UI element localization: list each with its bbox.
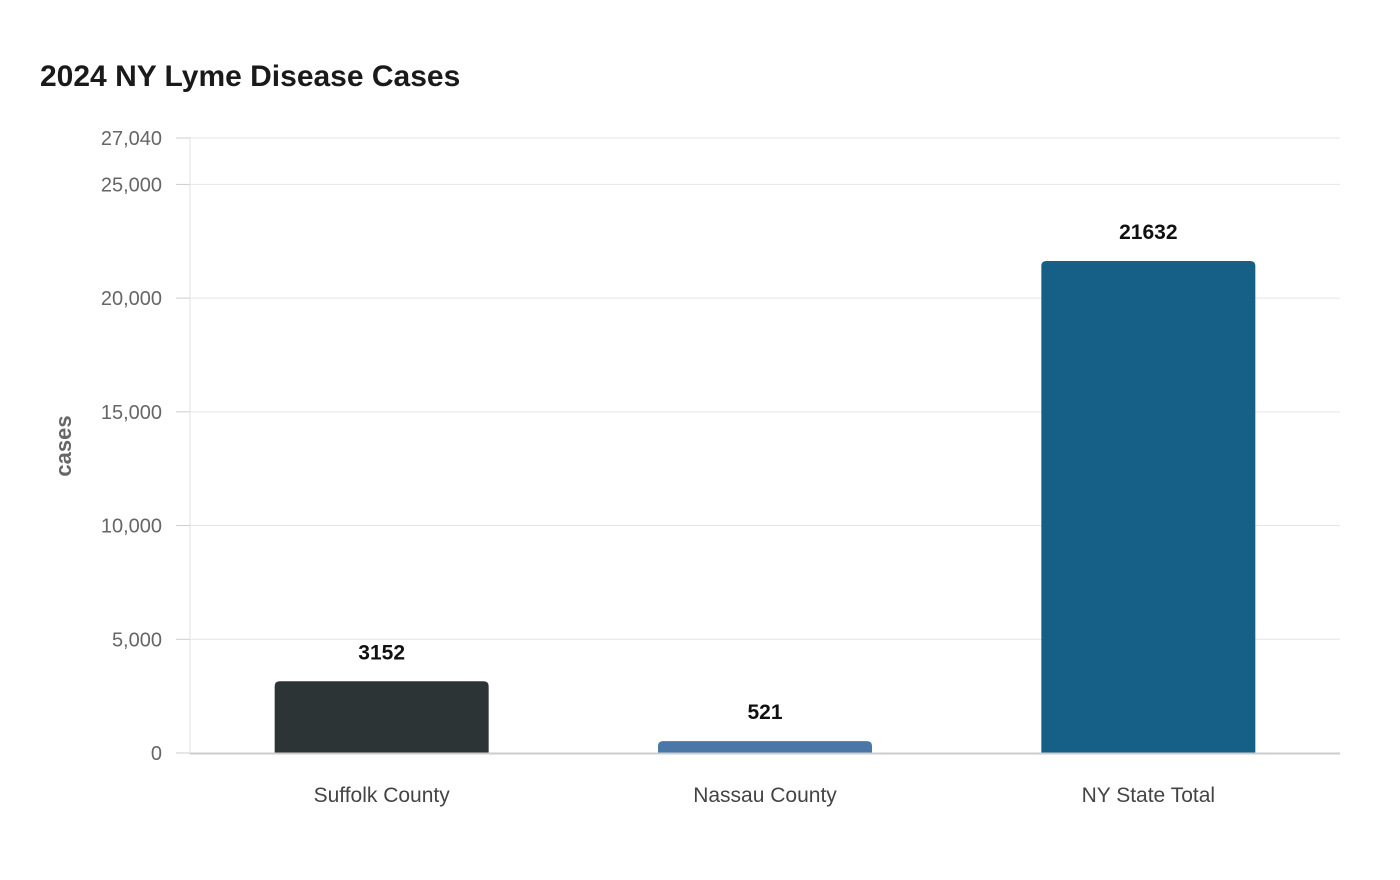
y-axis-label: cases bbox=[51, 415, 76, 476]
y-tick-label: 20,000 bbox=[101, 288, 162, 310]
y-tick-label: 27,040 bbox=[101, 128, 162, 150]
x-tick-label: Suffolk County bbox=[314, 784, 451, 807]
x-tick-label: Nassau County bbox=[693, 784, 837, 807]
bar bbox=[658, 741, 872, 753]
bar bbox=[274, 681, 489, 753]
y-tick-label: 15,000 bbox=[101, 402, 162, 424]
data-label: 21632 bbox=[1119, 221, 1177, 244]
y-tick-label: 10,000 bbox=[101, 516, 162, 538]
y-tick-label: 0 bbox=[151, 743, 162, 765]
data-label: 3152 bbox=[358, 641, 405, 664]
bar bbox=[1041, 261, 1256, 753]
chart-title: 2024 NY Lyme Disease Cases bbox=[40, 60, 461, 93]
y-tick-label: 25,000 bbox=[101, 174, 162, 196]
data-label: 521 bbox=[747, 701, 782, 724]
x-tick-label: NY State Total bbox=[1082, 784, 1215, 807]
y-tick-label: 5,000 bbox=[112, 629, 162, 651]
